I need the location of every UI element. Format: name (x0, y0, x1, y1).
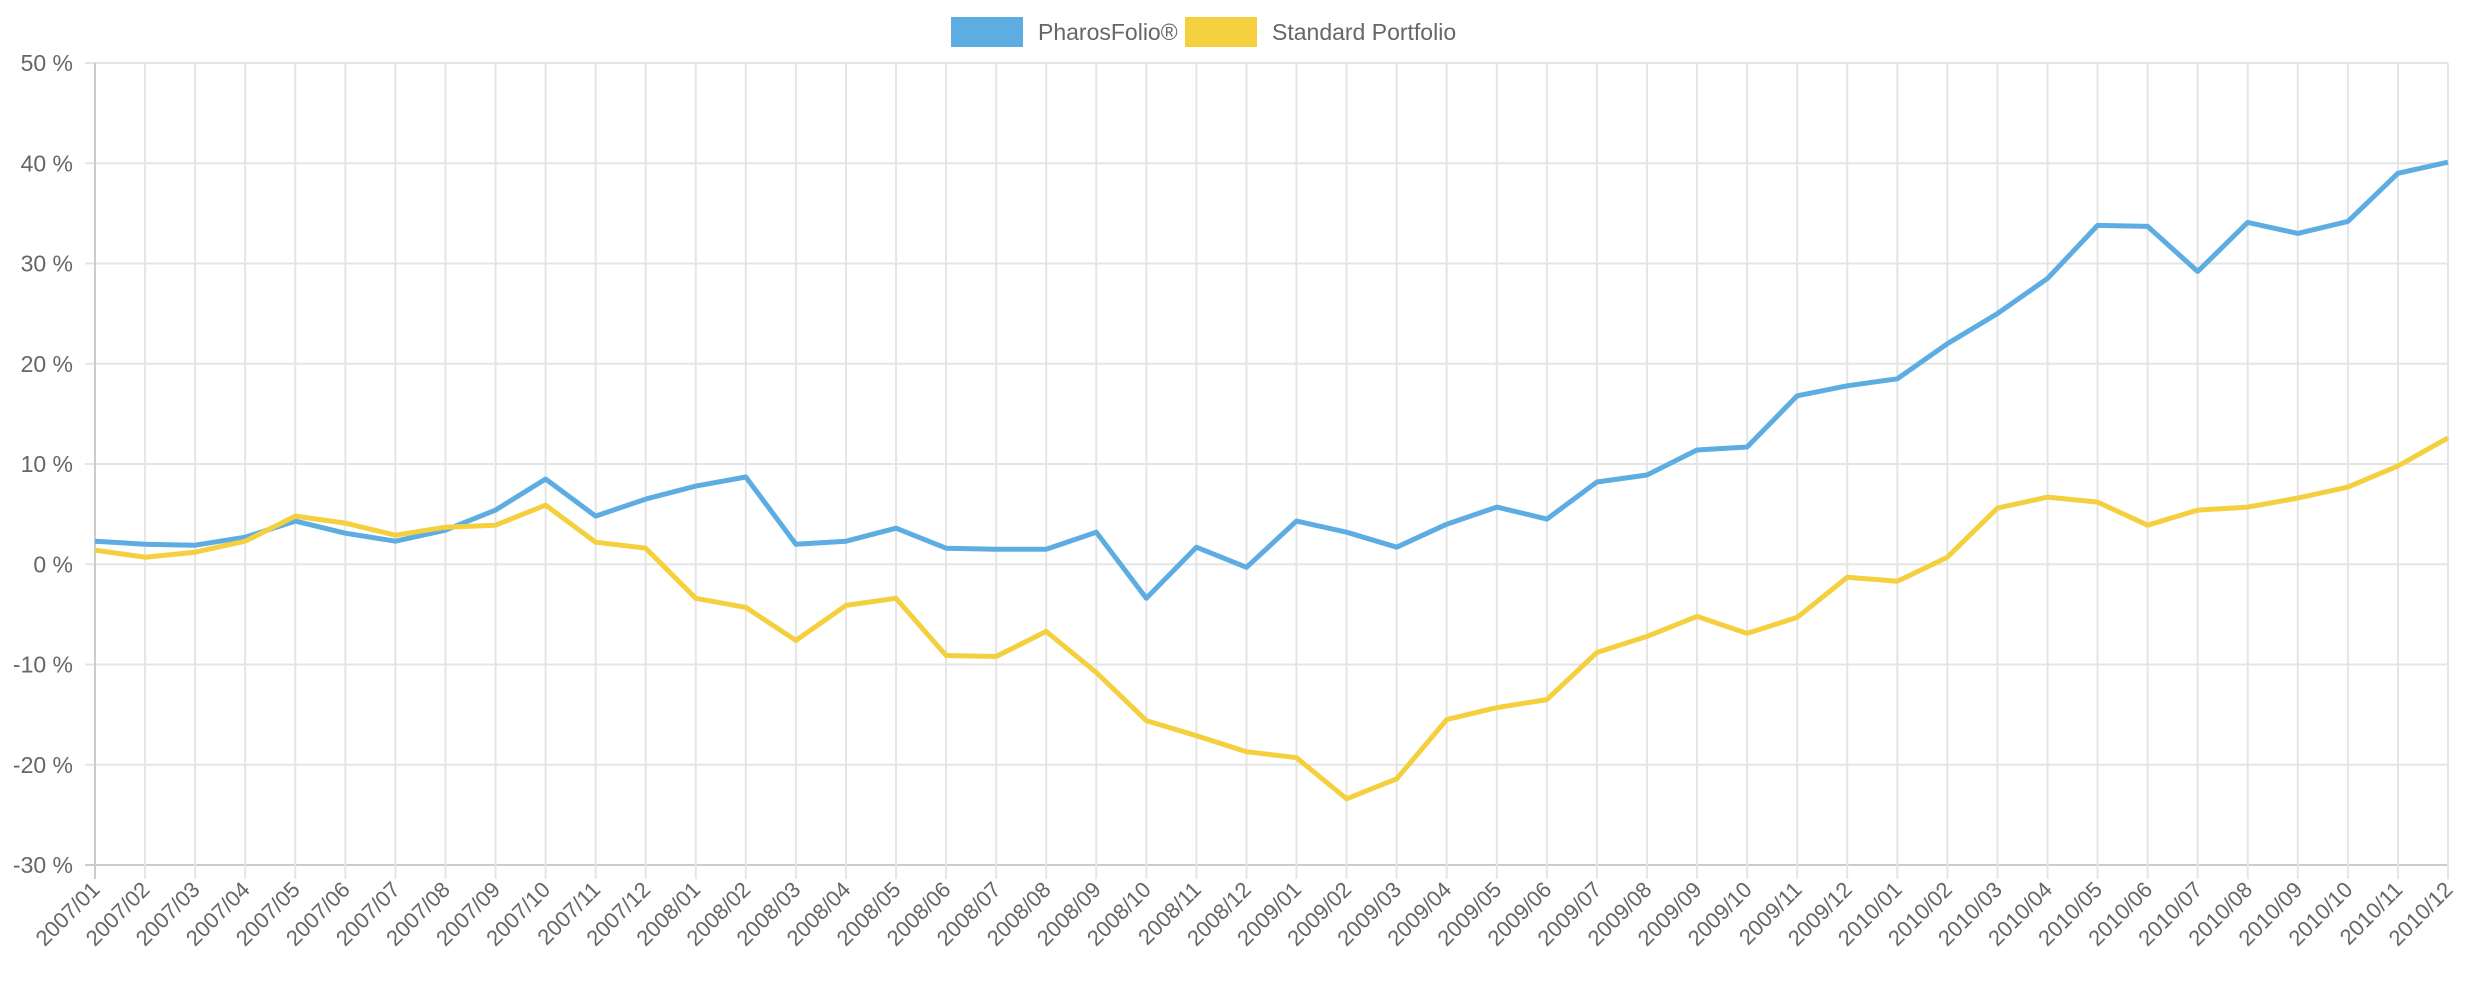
y-tick-label: -30 % (13, 852, 73, 878)
y-tick-label: 10 % (21, 451, 73, 477)
series-lines (95, 162, 2448, 799)
x-axis: 2007/012007/022007/032007/042007/052007/… (31, 877, 2458, 951)
series-line-1 (95, 162, 2448, 598)
legend-label: PharosFolio® 1 (1038, 19, 1197, 45)
y-tick-label: 30 % (21, 251, 73, 277)
y-tick-label: 0 % (33, 551, 73, 577)
y-tick-label: 20 % (21, 351, 73, 377)
y-tick-label: 40 % (21, 150, 73, 176)
y-axis: -30 % -20 % -10 % 0 % 10 % 20 % 30 % 40 % 50 % (13, 50, 73, 878)
legend-label: Standard Portfolio (1272, 19, 1456, 45)
y-tick-label: -20 % (13, 752, 73, 778)
legend: PharosFolio® 1 Standard Portfolio (951, 17, 1456, 47)
legend-swatch (951, 17, 1023, 47)
legend-swatch (1185, 17, 1257, 47)
y-tick-label: -10 % (13, 652, 73, 678)
y-tick-label: 50 % (21, 50, 73, 76)
series-line-2 (95, 438, 2448, 799)
